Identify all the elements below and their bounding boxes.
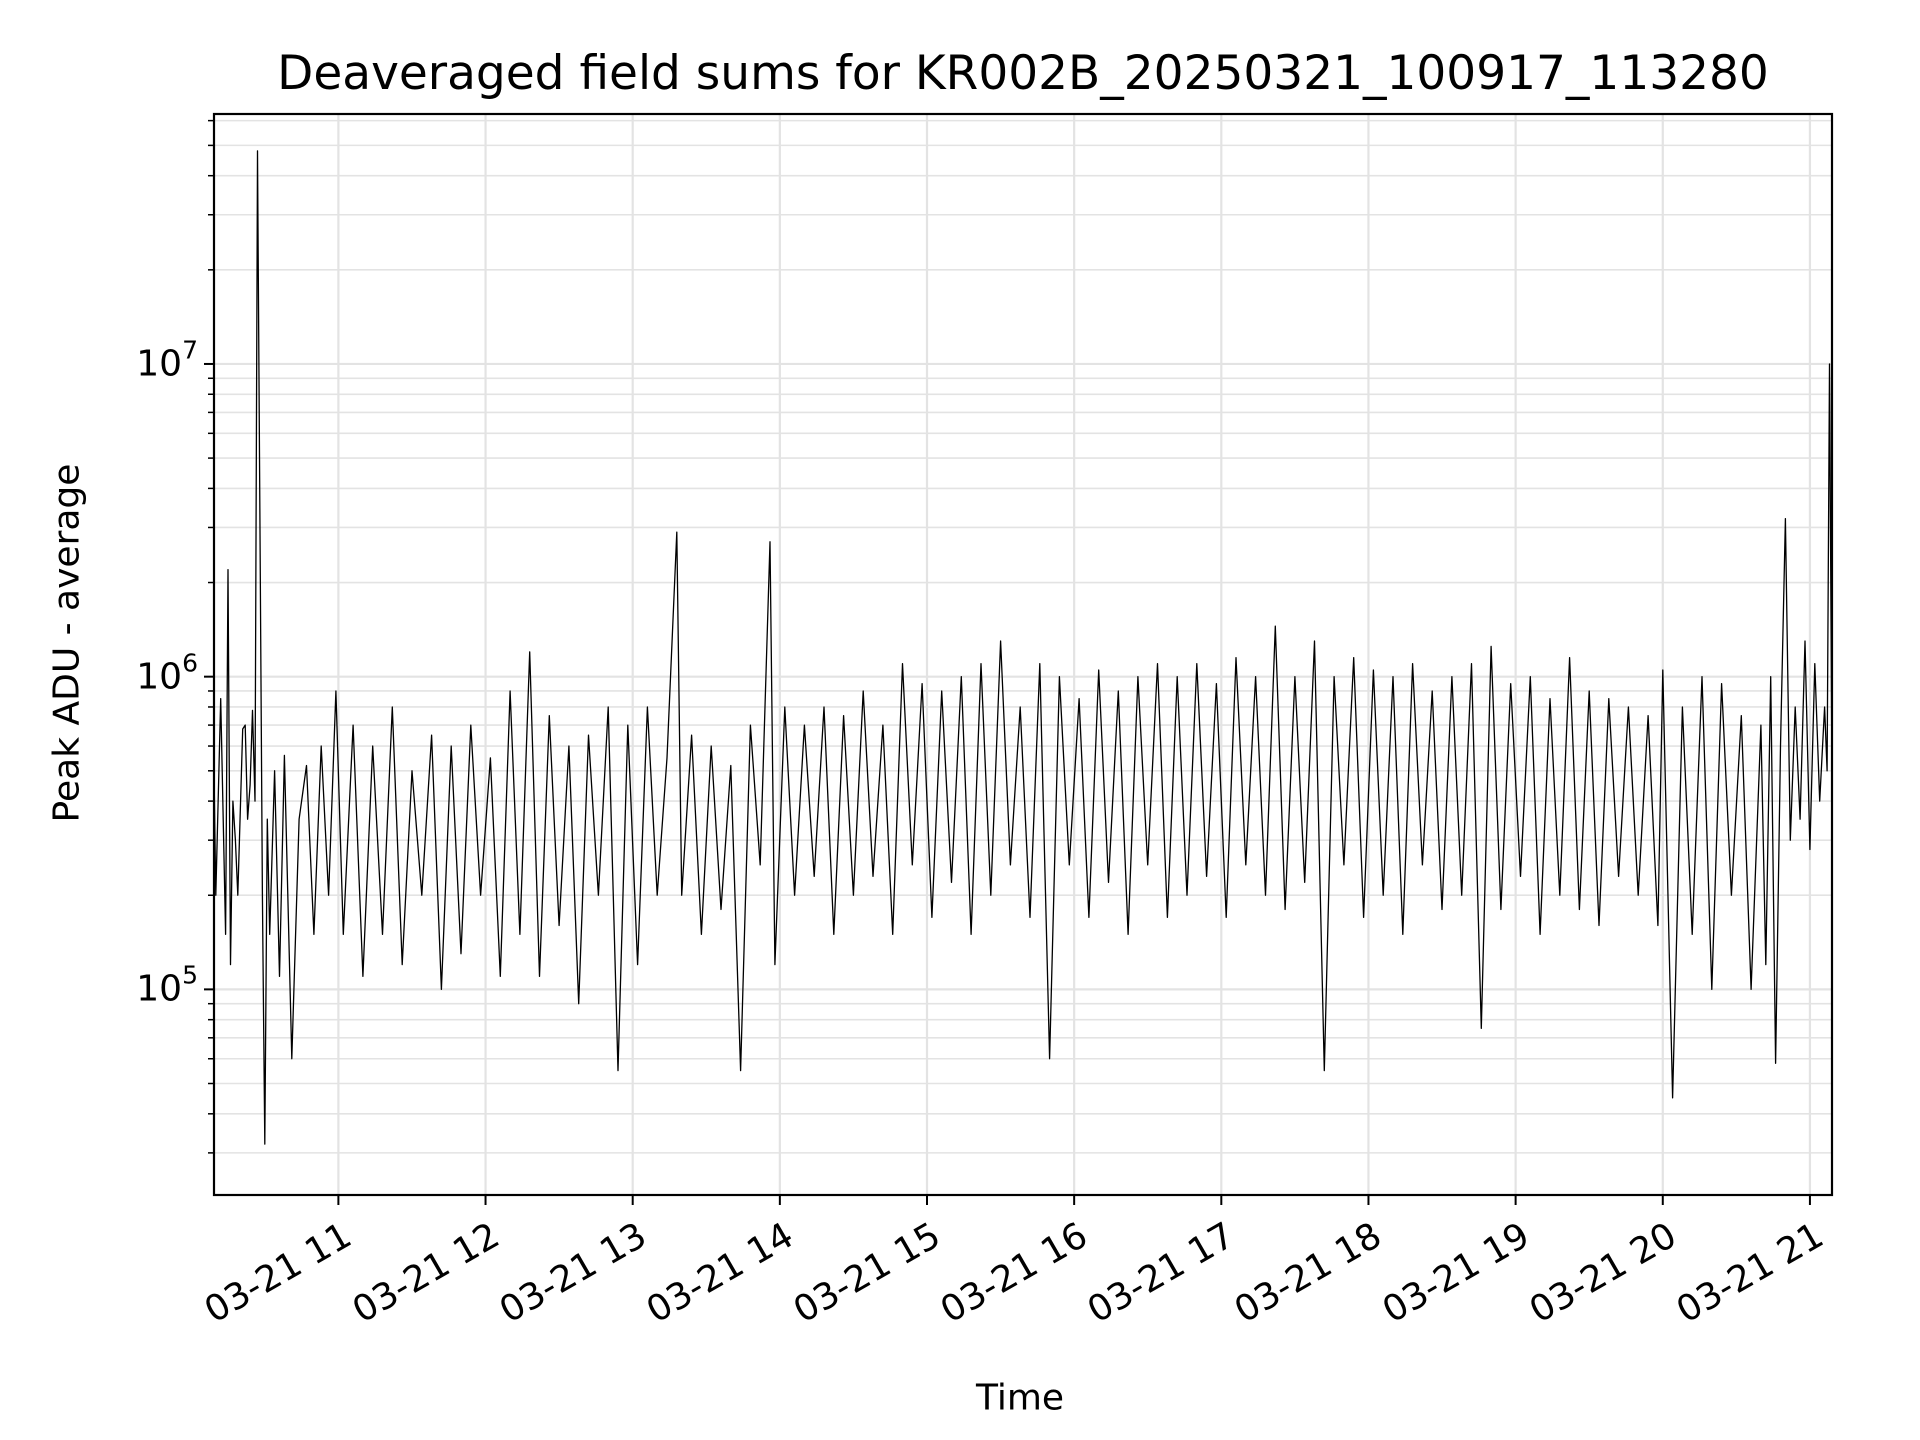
y-tick-exponent: 5 xyxy=(182,960,198,990)
y-tick-label: 106 xyxy=(136,650,198,698)
grid xyxy=(214,114,1832,1195)
y-tick-label: 107 xyxy=(136,337,198,385)
chart-title: Deaveraged field sums for KR002B_2025032… xyxy=(277,46,1769,101)
plot-frame xyxy=(212,112,1834,1197)
y-axis-label: Peak ADU - average xyxy=(46,463,88,823)
y-tick-base: 10 xyxy=(136,343,183,385)
y-tick-base: 10 xyxy=(136,656,183,698)
y-tick-exponent: 6 xyxy=(182,648,198,678)
y-tick-exponent: 7 xyxy=(182,335,198,365)
x-axis-label: Time xyxy=(975,1377,1065,1419)
series-line xyxy=(213,150,1833,1145)
y-tick-base: 10 xyxy=(136,968,183,1010)
y-tick-label: 105 xyxy=(136,963,198,1010)
